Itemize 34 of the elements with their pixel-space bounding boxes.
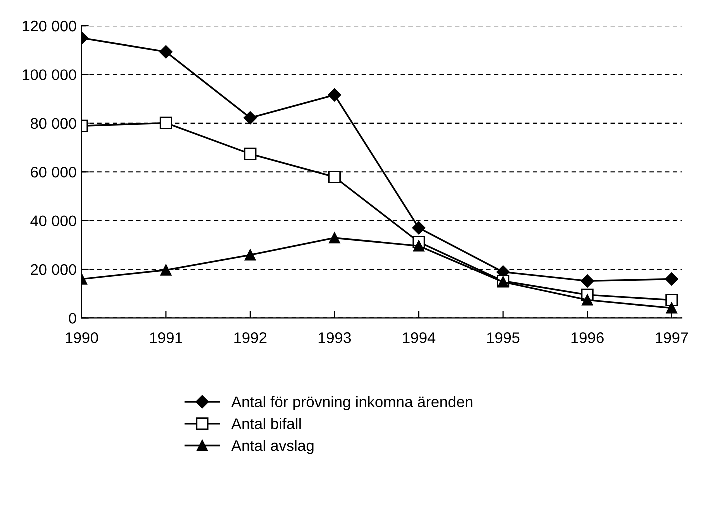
point: [244, 111, 258, 125]
point: [160, 116, 172, 130]
point: [328, 88, 342, 102]
point: [413, 240, 425, 252]
point: [328, 170, 341, 184]
y-tick-label: 120 000: [22, 20, 76, 32]
x-tick-label: 1994: [403, 332, 436, 344]
x-tick-label: 1995: [487, 332, 520, 344]
x-tick-label: 1993: [318, 332, 352, 344]
x-tick-label: 1996: [572, 332, 604, 344]
x-tick-label: 1997: [656, 332, 688, 344]
x-tick-label: 1990: [66, 332, 98, 344]
y-tick-label: 80 000: [30, 118, 76, 130]
point: [160, 264, 172, 276]
point: [665, 272, 678, 286]
y-tick-label: 100 000: [22, 70, 76, 80]
legend-label: Antal bifall: [232, 418, 301, 430]
legend-label: Antal för prövning inkomna ärenden: [232, 396, 473, 411]
point: [666, 302, 678, 314]
point: [244, 148, 257, 160]
point: [581, 274, 594, 288]
x-tick-label: 1991: [150, 332, 182, 344]
y-tick-label: 60 000: [31, 166, 76, 178]
point: [666, 294, 678, 306]
point: [160, 45, 173, 59]
point: [244, 250, 256, 261]
point: [329, 232, 340, 244]
y-tick-label: 0: [69, 313, 76, 324]
point: [582, 294, 594, 306]
point: [412, 222, 426, 235]
x-tick-label: 1992: [234, 332, 267, 344]
legend-label: Antal avslag: [232, 440, 314, 454]
y-tick-label: 20 000: [31, 264, 76, 276]
y-tick-label: 40 000: [30, 216, 76, 227]
